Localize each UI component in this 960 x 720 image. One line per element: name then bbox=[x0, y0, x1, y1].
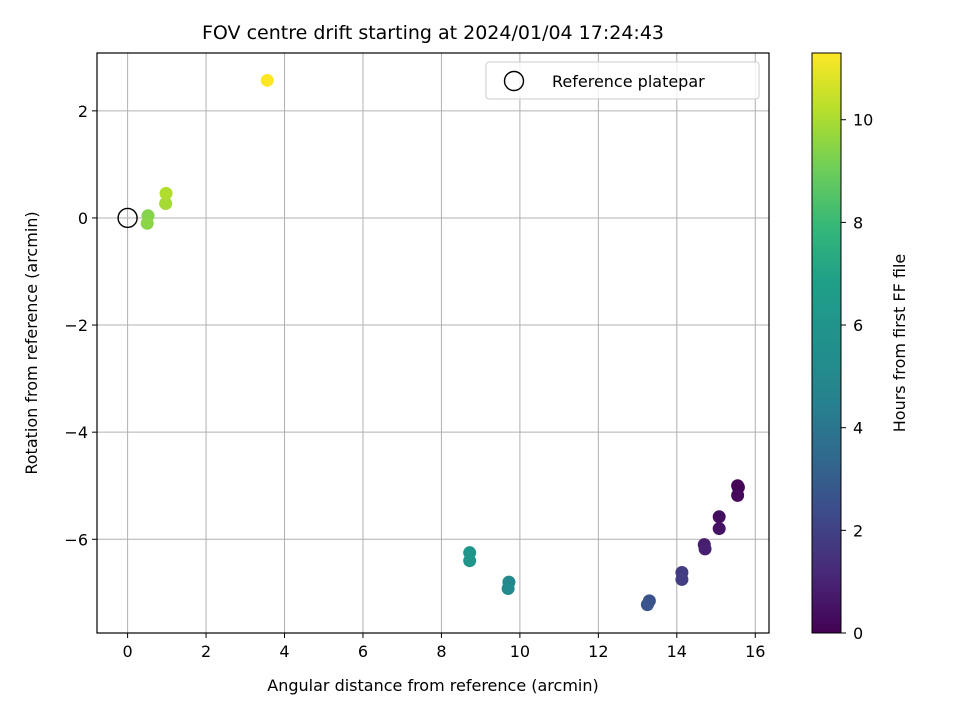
x-tick-label: 8 bbox=[436, 642, 446, 661]
reference-marker-group bbox=[117, 207, 138, 229]
x-tick-label: 6 bbox=[358, 642, 368, 661]
grid-lines bbox=[97, 53, 769, 633]
x-tick-label: 0 bbox=[123, 642, 133, 661]
colorbar-tick-label: 2 bbox=[853, 521, 863, 540]
data-point bbox=[260, 73, 274, 87]
colorbar-tick-label: 10 bbox=[853, 111, 873, 130]
x-axis-ticks: 0 2 4 6 8 10 12 14 16 bbox=[123, 633, 765, 661]
x-tick-label: 16 bbox=[745, 642, 765, 661]
colorbar-tick-label: 0 bbox=[853, 624, 863, 643]
legend-marker bbox=[503, 70, 525, 92]
colorbar-gradient bbox=[811, 52, 842, 634]
x-axis-label: Angular distance from reference (arcmin) bbox=[267, 676, 598, 695]
data-point bbox=[675, 572, 689, 586]
data-point bbox=[698, 542, 712, 556]
data-point bbox=[159, 186, 173, 200]
y-tick-label: −6 bbox=[64, 530, 88, 549]
data-point bbox=[501, 582, 515, 596]
x-tick-label: 14 bbox=[667, 642, 687, 661]
reference-marker bbox=[117, 207, 138, 229]
colorbar-ticks: 0 2 4 6 8 10 bbox=[841, 111, 873, 643]
legend-label: Reference platepar bbox=[552, 72, 705, 91]
colorbar-label: Hours from first FF file bbox=[890, 254, 909, 433]
data-point bbox=[712, 522, 726, 536]
data-point bbox=[463, 554, 477, 568]
x-tick-label: 10 bbox=[510, 642, 530, 661]
y-tick-label: 2 bbox=[78, 102, 88, 121]
y-tick-label: −4 bbox=[64, 423, 88, 442]
colorbar-tick-label: 4 bbox=[853, 419, 863, 438]
legend: Reference platepar bbox=[485, 61, 760, 100]
y-axis-ticks: −6 −4 −2 0 2 bbox=[64, 102, 97, 549]
colorbar-tick-label: 6 bbox=[853, 316, 863, 335]
data-point bbox=[731, 488, 745, 502]
x-tick-label: 12 bbox=[588, 642, 608, 661]
data-point bbox=[712, 510, 726, 524]
data-points bbox=[140, 73, 745, 612]
plot-frame bbox=[96, 52, 770, 634]
x-tick-label: 2 bbox=[201, 642, 211, 661]
y-tick-label: 0 bbox=[78, 209, 88, 228]
chart-title: FOV centre drift starting at 2024/01/04 … bbox=[202, 22, 664, 44]
colorbar: 0 2 4 6 8 10 Hours from first FF file bbox=[811, 52, 909, 643]
y-tick-label: −2 bbox=[64, 316, 88, 335]
data-point bbox=[640, 598, 654, 612]
colorbar-tick-label: 8 bbox=[853, 213, 863, 232]
legend-box bbox=[485, 61, 760, 100]
data-point bbox=[140, 216, 154, 230]
data-point bbox=[159, 196, 173, 210]
y-axis-label: Rotation from reference (arcmin) bbox=[22, 211, 41, 474]
x-tick-label: 4 bbox=[279, 642, 289, 661]
